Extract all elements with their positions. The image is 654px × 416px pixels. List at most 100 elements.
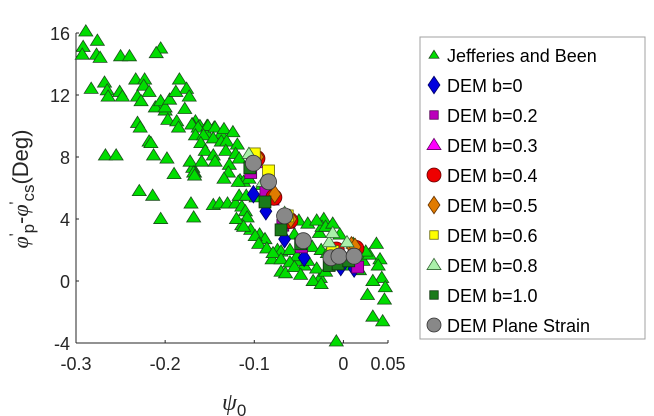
legend-entry: DEM b=0.4 [426, 166, 538, 186]
legend-entry: DEM b=0.3 [426, 136, 538, 156]
legend-marker [428, 49, 440, 59]
data-point [311, 225, 328, 238]
data-point [321, 234, 337, 248]
data-point [186, 168, 203, 181]
legend-label: DEM Plane Strain [447, 316, 590, 336]
legend-marker [429, 230, 439, 240]
x-tick-label: -0.3 [60, 354, 91, 374]
data-point [292, 267, 309, 280]
y-tick-label: 8 [60, 148, 70, 168]
data-point [308, 213, 325, 226]
legend-label: DEM b=1.0 [447, 286, 538, 306]
legend-label: DEM b=0.6 [447, 226, 538, 246]
data-point [96, 75, 113, 88]
data-point [136, 78, 152, 91]
data-point [230, 174, 246, 187]
data-point [218, 143, 234, 156]
legend-entry: Jefferies and Been [428, 46, 597, 66]
data-point [74, 47, 90, 60]
data-point [274, 223, 288, 237]
data-point [131, 183, 148, 197]
data-point [185, 210, 202, 223]
data-point [193, 154, 210, 167]
data-point [273, 251, 289, 265]
legend-marker [426, 167, 442, 183]
data-points [74, 24, 394, 347]
legend-entry: DEM b=1.0 [429, 286, 538, 306]
ylabel-prime-2: ' [7, 201, 24, 204]
data-point [205, 130, 222, 144]
legend: Jefferies and Been DEM b=0 DEM b=0.2 DEM b=… [419, 36, 646, 340]
legend-marker [429, 110, 439, 120]
data-point [166, 166, 182, 180]
data-point [159, 151, 175, 164]
data-point [365, 273, 381, 286]
data-point [197, 143, 213, 156]
ylabel-phi-2: φ [8, 204, 33, 216]
data-point [114, 89, 131, 102]
legend-label: Jefferies and Been [447, 46, 597, 66]
data-point [297, 248, 311, 268]
data-point [328, 334, 345, 347]
data-point [100, 89, 116, 102]
data-point [313, 276, 329, 290]
data-point [92, 50, 108, 63]
legend-marker [429, 290, 439, 300]
data-point [365, 309, 381, 322]
data-point [359, 287, 376, 300]
svg-text:ψ0: ψ0 [222, 390, 246, 416]
x-axis-label: ψ0 [222, 390, 246, 416]
data-point [305, 273, 321, 286]
data-point [244, 154, 262, 172]
x-tick-label: -0.2 [150, 354, 181, 374]
y-axis-label: φ'p-φ'cs(Deg) [7, 130, 38, 249]
legend-entry: DEM b=0.6 [429, 226, 538, 246]
data-point [145, 148, 162, 161]
data-point [170, 120, 187, 133]
data-point [97, 148, 114, 161]
ylabel-dash: - [8, 217, 33, 224]
data-point [148, 45, 164, 59]
legend-entry: DEM b=0 [427, 75, 523, 96]
data-point [330, 247, 348, 265]
ylabel-phi-1: φ [8, 236, 33, 248]
data-point [216, 121, 232, 135]
data-point [325, 225, 341, 238]
legend-label: DEM b=0.2 [447, 106, 538, 126]
data-point [108, 148, 124, 161]
legend-label: DEM b=0.3 [447, 136, 538, 156]
legend-entry: DEM b=0.2 [429, 106, 538, 126]
data-point [276, 207, 293, 225]
data-point [216, 171, 232, 184]
data-point [374, 313, 391, 327]
y-tick-label: 12 [50, 86, 70, 106]
data-point [78, 24, 94, 37]
ylabel-sub-cs: cs [19, 185, 38, 202]
data-point [181, 89, 197, 102]
data-point [377, 279, 394, 293]
series-0 [74, 24, 394, 347]
data-point [121, 48, 138, 62]
data-point [339, 234, 355, 248]
data-point [258, 195, 272, 209]
tick-labels: -4 0 4 8 12 16 -0.3 -0.2 -0.1 0 0.05 [50, 24, 406, 374]
data-point [89, 33, 106, 46]
y-tick-label: 16 [50, 24, 70, 44]
data-point [147, 99, 164, 113]
legend-label: DEM b=0.5 [447, 196, 538, 216]
series-9 [244, 154, 363, 267]
data-point [161, 92, 178, 105]
y-tick-label: 0 [60, 272, 70, 292]
legend-label: DEM b=0.8 [447, 256, 538, 276]
data-point [286, 259, 303, 273]
data-point [160, 112, 176, 125]
data-point [374, 270, 390, 283]
xlabel-psi: ψ [222, 390, 238, 416]
data-point [228, 211, 245, 224]
data-point [277, 265, 294, 279]
x-tick-label: 0.05 [370, 354, 405, 374]
x-tick-label: -0.1 [239, 354, 270, 374]
data-point [251, 236, 267, 249]
legend-label: DEM b=0.4 [447, 166, 538, 186]
